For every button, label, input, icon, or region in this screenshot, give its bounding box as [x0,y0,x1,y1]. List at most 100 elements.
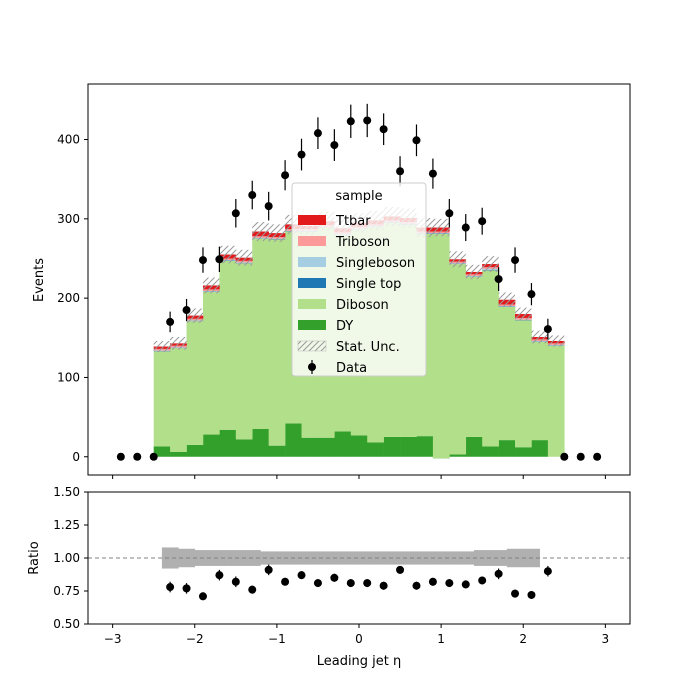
x-tick-label: 0 [355,632,363,646]
bar-diboson [515,320,532,448]
data-point [576,452,585,461]
bar-dy [219,429,237,457]
data-point [379,125,388,134]
stat-unc-band [465,264,483,280]
bar-dy [531,440,549,457]
bar-dy [383,436,401,457]
data-point [182,306,191,315]
bar-dy [170,452,187,457]
x-tick-label: −2 [186,632,204,646]
ratio-unc-band [309,551,327,565]
legend-swatch-triboson [298,236,326,246]
bar-dy [449,454,467,457]
bar-dy [416,436,434,457]
legend-swatch-ttbar [298,215,326,225]
stat-unc-band [235,249,253,266]
ratio-point [346,579,355,588]
stat-unc-band [432,218,450,237]
bar-diboson [219,260,237,430]
bar-diboson [531,341,549,441]
ratio-point [412,581,421,590]
stat-unc-band [170,337,187,350]
bar-dy [400,436,417,457]
ratio-y-tick-label: 0.50 [53,617,80,631]
ratio-point [248,585,257,594]
bar-diboson [252,238,269,429]
bar-diboson [202,291,220,435]
ratio-unc-band [211,550,228,566]
legend-swatch-stat-unc [297,340,327,352]
ratio-point [330,573,339,582]
stat-unc-band [153,340,171,353]
legend-swatch-diboson [298,299,326,309]
bar-dy [153,446,171,457]
data-point [133,452,142,461]
bar-dy [317,437,335,457]
bar-diboson [498,306,516,441]
ratio-unc-band [161,547,179,569]
x-tick-label: −3 [104,632,122,646]
x-tick-label: −1 [268,632,286,646]
bar-diboson [432,233,450,459]
stat-unc-band [515,307,532,321]
bar-diboson [449,264,467,455]
data-point [543,325,552,334]
bar-diboson [235,263,253,440]
data-point [363,116,372,125]
ratio-unc-band [260,551,278,565]
legend-swatch-singleboson [298,257,326,267]
ratio-y-tick-label: 1.25 [53,518,80,532]
bar-dy [465,436,483,457]
stat-unc-band [547,335,565,347]
x-tick-label: 3 [602,632,610,646]
ratio-point [478,576,487,585]
ratio-point [297,571,306,580]
data-point [461,223,470,232]
ratio-unc-band [359,551,376,565]
ratio-unc-band [490,550,508,566]
bar-dy [186,444,204,457]
bar-dy [498,440,516,457]
x-tick-label: 2 [519,632,527,646]
ratio-point [511,589,520,598]
data-point [313,129,322,138]
bar-diboson [170,348,187,452]
main-ylabel: Events [32,258,47,302]
data-point [281,171,290,180]
ratio-point [182,584,191,593]
bar-dy [482,446,499,457]
ratio-point [313,579,322,588]
bar-dy [301,437,319,457]
ratio-point [166,583,175,592]
bar-dy [285,423,302,457]
y-tick-label: 0 [72,450,80,464]
legend-swatch-dy [298,320,326,330]
data-point [198,256,207,265]
data-point [494,275,503,284]
data-point [297,150,306,159]
ratio-point [396,565,405,574]
data-point [248,191,257,200]
data-point [149,452,158,461]
ratio-point [527,590,536,599]
legend-label-dy: DY [336,319,353,334]
data-point [478,217,487,226]
data-point [412,136,421,145]
ratio-ylabel: Ratio [27,541,42,574]
data-point [346,117,355,126]
bar-diboson [186,321,204,445]
legend-title: sample [335,189,382,204]
stat-unc-band [186,308,203,323]
bar-dy [367,442,384,457]
data-point [264,202,273,211]
ratio-point [231,577,240,586]
bar-diboson [153,351,171,447]
ratio-point [264,565,273,574]
ratio-point [363,579,372,588]
stat-unc-band [219,245,236,264]
ratio-point [215,571,224,580]
data-point [396,167,405,176]
bar-dy [515,447,532,457]
ratio-y-tick-label: 0.75 [53,584,80,598]
